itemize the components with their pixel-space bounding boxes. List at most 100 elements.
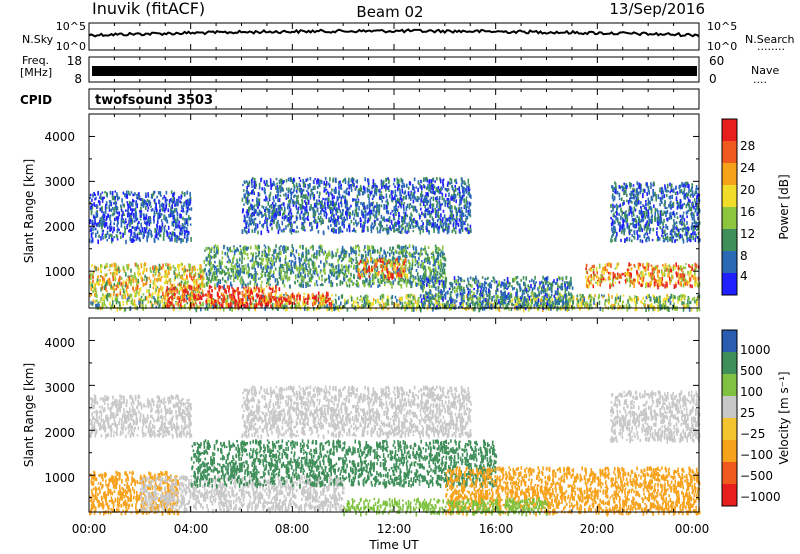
data-cell [116, 293, 118, 296]
nsky-label: N.Sky [22, 33, 54, 46]
data-cell [111, 285, 113, 289]
data-cell [117, 294, 119, 297]
data-cell [577, 295, 579, 298]
data-cell [153, 286, 155, 289]
data-cell [98, 267, 100, 271]
data-cell [189, 269, 191, 271]
data-cell [173, 265, 175, 269]
data-cell [111, 264, 113, 268]
data-cell [579, 307, 581, 311]
data-cell [582, 294, 584, 298]
data-cell [383, 303, 385, 308]
data-cell [377, 299, 379, 303]
data-cell [100, 297, 102, 301]
data-cell [603, 295, 605, 298]
data-cell [380, 296, 382, 301]
data-cell [672, 299, 674, 302]
data-cell [344, 305, 346, 308]
data-cell [90, 287, 92, 291]
data-cell [129, 281, 131, 284]
data-cell [116, 302, 118, 305]
data-cell [332, 300, 334, 304]
data-cell [664, 302, 666, 305]
nsky-left-tick-bottom: 10^0 [56, 40, 86, 53]
data-cell [159, 278, 161, 281]
data-cell [195, 272, 197, 275]
data-cell [615, 301, 617, 305]
data-cell [156, 306, 158, 308]
data-cell [365, 295, 367, 299]
data-cell [138, 301, 140, 306]
data-cell [673, 295, 675, 300]
data-cell [113, 286, 115, 290]
data-cell [591, 304, 593, 307]
data-cell [169, 267, 171, 271]
data-cell [155, 291, 157, 294]
data-cell [640, 300, 642, 303]
data-cell [154, 278, 156, 281]
data-cell [357, 303, 359, 307]
nsky-trace [89, 30, 699, 37]
nsky-right-tick-bottom: 10^0 [707, 40, 737, 53]
data-cell [92, 276, 94, 280]
data-cell [143, 278, 145, 281]
data-cell [367, 297, 369, 302]
data-cell [121, 277, 123, 280]
data-cell [398, 303, 400, 306]
data-cell [593, 297, 595, 301]
data-cell [363, 305, 365, 307]
data-cell [186, 269, 188, 272]
data-cell [148, 289, 150, 294]
data-cell [189, 264, 191, 268]
data-cell [600, 307, 602, 311]
data-cell [185, 278, 187, 280]
data-cell [164, 275, 166, 279]
cpid-label: CPID [20, 93, 52, 107]
station-title: Inuvik (fitACF) [92, 0, 205, 18]
data-cell [159, 264, 161, 267]
data-cell [123, 304, 125, 306]
data-cell [143, 293, 145, 295]
data-cell [662, 303, 664, 308]
nave-tick-top: 60 [709, 54, 724, 68]
data-cell [153, 296, 155, 299]
data-cell [154, 302, 156, 305]
data-cell [123, 280, 125, 283]
data-cell [573, 296, 575, 300]
data-cell [608, 296, 610, 301]
data-cell [541, 296, 543, 298]
data-cell [106, 263, 108, 265]
data-cell [654, 299, 656, 304]
data-cell [164, 282, 166, 284]
data-cell [158, 288, 160, 293]
data-cell [408, 303, 410, 306]
data-cell [191, 269, 193, 273]
data-cell [144, 275, 146, 279]
data-cell [623, 295, 625, 297]
data-cell [342, 294, 344, 299]
data-cell [142, 271, 144, 273]
data-cell [179, 264, 181, 268]
data-cell [104, 300, 106, 304]
data-cell [391, 301, 393, 306]
data-cell [200, 270, 202, 274]
data-cell [90, 273, 92, 277]
data-cell [94, 300, 96, 304]
data-cell [134, 303, 136, 306]
data-cell [127, 293, 129, 297]
data-cell [91, 264, 93, 267]
data-cell [353, 300, 355, 304]
data-cell [106, 266, 108, 268]
data-cell [396, 303, 398, 307]
data-cell [585, 302, 587, 305]
data-cell [616, 294, 618, 297]
data-cell [175, 275, 177, 279]
freq-panel: Freq. [MHz] 18 8 60 0 Nave .... [20, 54, 779, 86]
data-cell [658, 305, 660, 307]
data-cell [126, 264, 128, 269]
data-cell [530, 295, 532, 297]
data-cell [191, 276, 193, 281]
data-cell [101, 287, 103, 290]
data-cell [162, 291, 164, 296]
data-cell [635, 304, 637, 306]
